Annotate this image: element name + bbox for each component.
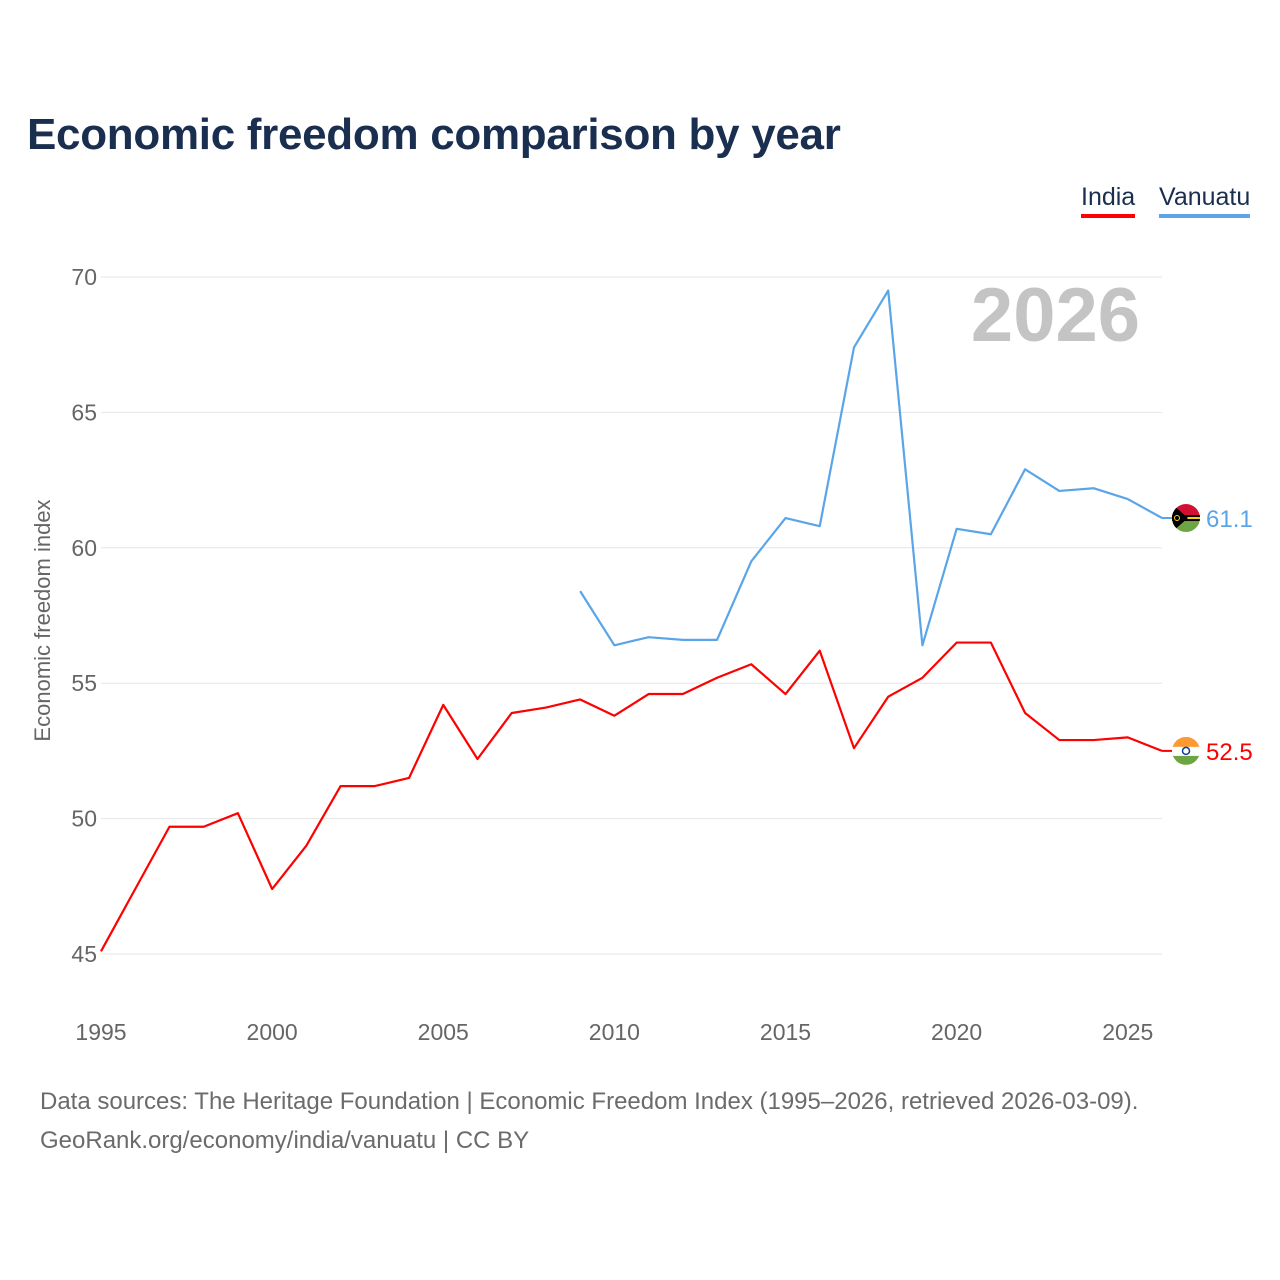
end-value-label-india: 52.5 bbox=[1206, 739, 1253, 766]
year-watermark: 2026 bbox=[971, 273, 1140, 358]
y-tick-label: 70 bbox=[71, 264, 97, 290]
y-tick-label: 60 bbox=[71, 535, 97, 561]
x-tick-label: 1995 bbox=[75, 1019, 126, 1045]
series-line-vanuatu bbox=[579, 289, 1163, 647]
legend-india[interactable]: India bbox=[1081, 183, 1136, 218]
y-axis-title: Economic freedom index bbox=[30, 499, 55, 741]
line-chart: 45 50 55 60 65 70 1995 2000 2005 2010 2015 2020 2025… bbox=[30, 264, 1253, 1045]
india-flag-icon bbox=[1172, 736, 1200, 765]
y-tick-label: 45 bbox=[71, 941, 97, 967]
y-tick-label: 50 bbox=[71, 806, 97, 832]
x-tick-label: 2010 bbox=[589, 1019, 640, 1045]
x-tick-label: 2005 bbox=[418, 1019, 469, 1045]
chart-title: Economic freedom comparison by year bbox=[27, 110, 841, 159]
x-tick-label: 2000 bbox=[247, 1019, 298, 1045]
x-tick-label: 2015 bbox=[760, 1019, 811, 1045]
x-tick-label: 2020 bbox=[931, 1019, 982, 1045]
vanuatu-flag-icon bbox=[1172, 504, 1200, 533]
end-value-label-vanuatu: 61.1 bbox=[1206, 506, 1253, 533]
y-tick-label: 65 bbox=[71, 399, 97, 425]
series-line-india bbox=[100, 641, 1163, 952]
footer-sources: Data sources: The Heritage Foundation | … bbox=[40, 1088, 1139, 1115]
y-tick-label: 55 bbox=[71, 670, 97, 696]
legend-vanuatu[interactable]: Vanuatu bbox=[1159, 183, 1251, 218]
x-tick-label: 2025 bbox=[1102, 1019, 1153, 1045]
footer-attribution: GeoRank.org/economy/india/vanuatu | CC B… bbox=[40, 1127, 530, 1154]
